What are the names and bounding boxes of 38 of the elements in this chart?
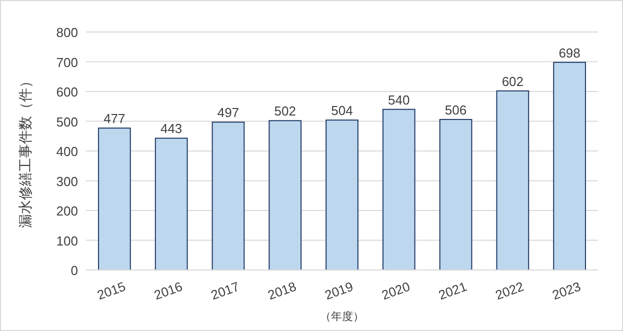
bar [439,118,472,270]
bar [98,128,131,270]
data-label: 443 [160,121,182,136]
y-tick-label: 800 [56,25,78,40]
x-tick-label: 2022 [493,278,526,303]
x-tick-label: 2016 [152,278,184,303]
data-label: 497 [217,105,240,120]
y-tick-label: 100 [56,233,78,248]
bar [212,122,245,270]
data-label: 506 [444,102,467,118]
data-label: 698 [558,45,580,60]
bar [268,120,302,270]
x-axis-title: （年度） [320,310,364,323]
data-label: 502 [274,104,296,119]
x-tick-label: 2020 [380,278,412,303]
x-tick-label: 2019 [322,278,356,303]
x-tick-label: 2021 [436,278,469,303]
y-tick-label: 500 [56,114,78,130]
y-tick-label: 200 [56,204,78,218]
y-tick-label: 600 [56,84,78,100]
x-tick-label: 2015 [95,278,128,303]
x-tick-label: 2018 [266,278,298,303]
bar [326,120,358,270]
data-label: 504 [331,103,353,118]
y-tick-label: 300 [56,174,78,189]
bar [553,62,586,270]
y-tick-label: 0 [70,263,78,278]
y-tick-label: 400 [56,144,78,159]
x-tick-label: 2017 [208,278,242,303]
data-label: 477 [104,111,126,126]
y-axis-title: 漏水修繕工事件数（件） [17,74,33,228]
data-label: 602 [502,74,524,89]
bar [382,108,416,270]
data-label: 540 [388,92,410,108]
y-tick-label: 700 [56,54,78,70]
x-tick-label: 2023 [550,278,583,303]
bar [496,90,530,270]
bar [154,138,188,270]
